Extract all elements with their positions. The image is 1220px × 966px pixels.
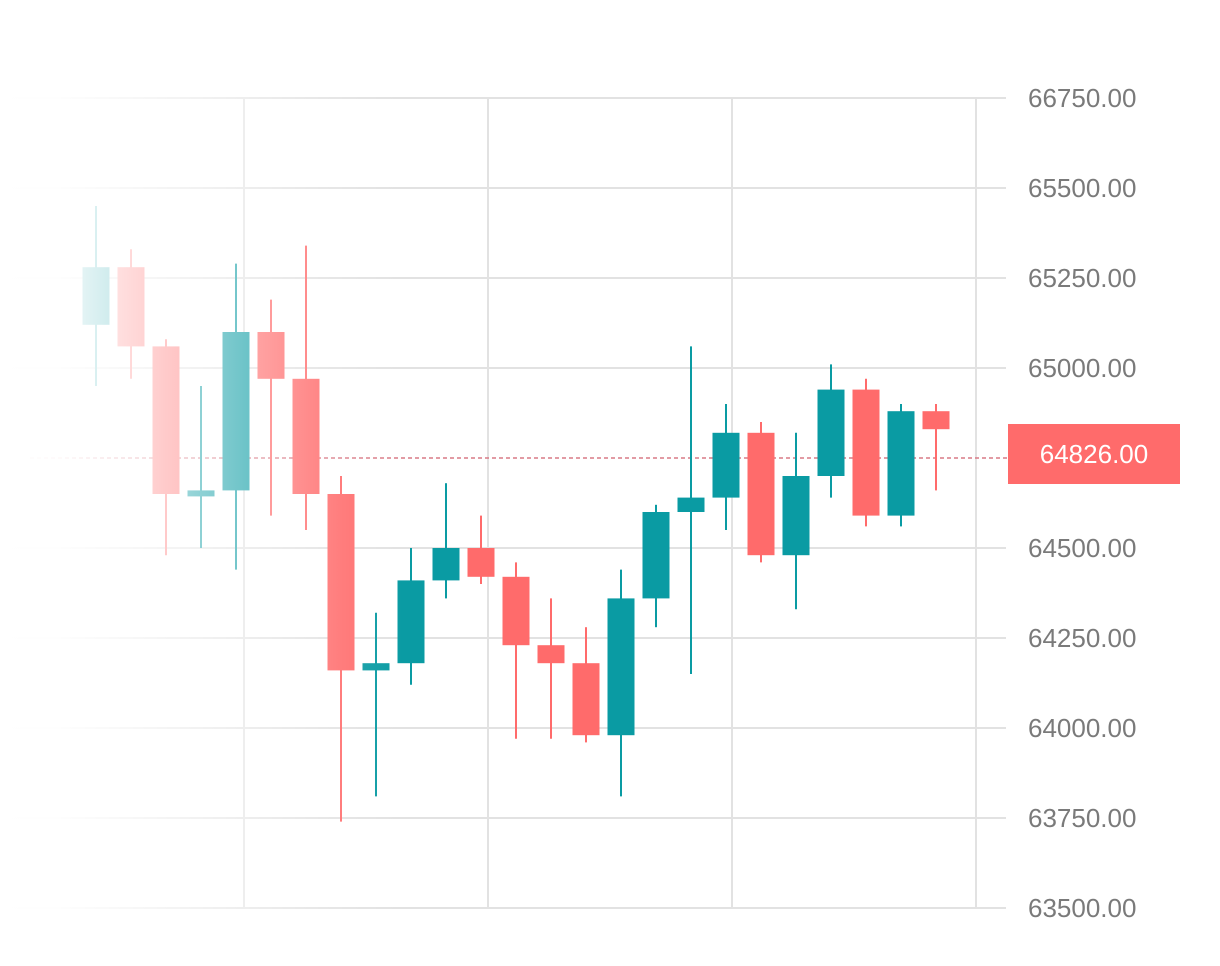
left-fade-overlay [0,60,1006,940]
current-price-tag: 64826.00 [1008,424,1180,484]
y-tick-label: 65500.00 [1028,173,1136,203]
y-tick-label: 64000.00 [1028,713,1136,743]
y-tick-label: 66750.00 [1028,83,1136,113]
y-tick-label: 65000.00 [1028,353,1136,383]
y-tick-label: 63750.00 [1028,803,1136,833]
current-price-tag-bg [1008,424,1180,484]
y-tick-label: 64500.00 [1028,533,1136,563]
y-tick-label: 63500.00 [1028,893,1136,923]
current-price-label: 64826.00 [1040,439,1148,469]
y-tick-label: 65250.00 [1028,263,1136,293]
y-tick-label: 64250.00 [1028,623,1136,653]
y-axis: 66750.00 65500.00 65250.00 65000.00 64500.00… [1028,83,1136,923]
